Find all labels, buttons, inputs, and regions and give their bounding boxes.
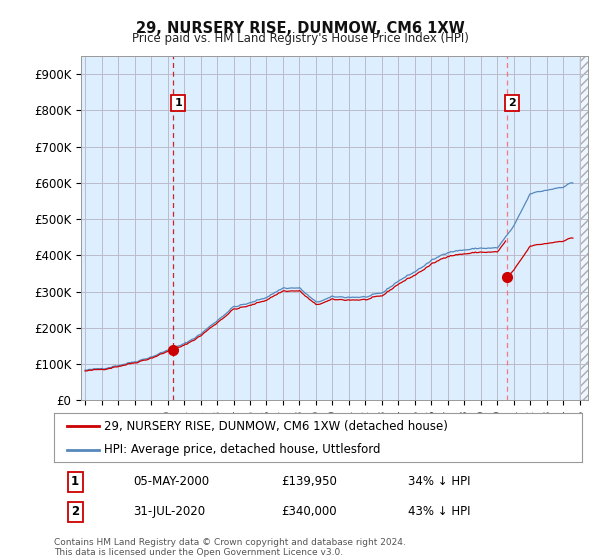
Text: 2: 2 [508,98,516,108]
Text: 1: 1 [175,98,182,108]
Text: 2: 2 [71,505,79,519]
Bar [580,56,596,400]
Text: 29, NURSERY RISE, DUNMOW, CM6 1XW (detached house): 29, NURSERY RISE, DUNMOW, CM6 1XW (detac… [104,419,448,432]
Text: 31-JUL-2020: 31-JUL-2020 [133,505,205,519]
Text: 34% ↓ HPI: 34% ↓ HPI [408,475,470,488]
Text: 05-MAY-2000: 05-MAY-2000 [133,475,209,488]
Bar [580,56,596,400]
Text: £340,000: £340,000 [281,505,337,519]
Text: Price paid vs. HM Land Registry's House Price Index (HPI): Price paid vs. HM Land Registry's House … [131,32,469,45]
Text: 29, NURSERY RISE, DUNMOW, CM6 1XW: 29, NURSERY RISE, DUNMOW, CM6 1XW [136,21,464,36]
Text: £139,950: £139,950 [281,475,337,488]
Text: HPI: Average price, detached house, Uttlesford: HPI: Average price, detached house, Uttl… [104,443,380,456]
Text: Contains HM Land Registry data © Crown copyright and database right 2024.
This d: Contains HM Land Registry data © Crown c… [54,538,406,557]
Text: 1: 1 [71,475,79,488]
Text: 43% ↓ HPI: 43% ↓ HPI [408,505,470,519]
